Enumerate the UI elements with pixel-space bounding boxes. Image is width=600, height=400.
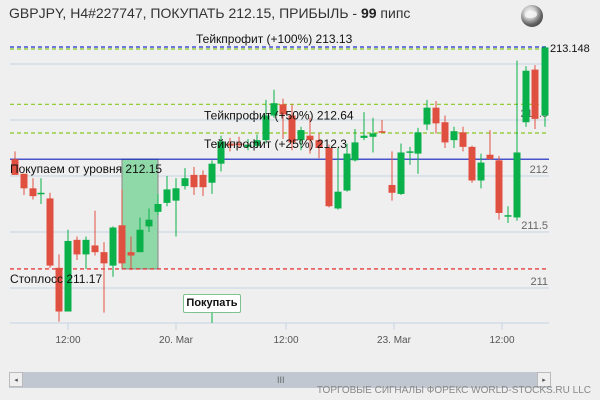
y-tick-label: 211.5 — [521, 220, 548, 232]
x-tick-label: 23. Mar — [377, 335, 412, 346]
candle-body — [172, 188, 180, 201]
footer-credit: ТОРГОВЫЕ СИГНАЛЫ ФОРЕКС WORLD-STOCKS.RU … — [316, 385, 591, 396]
candle-body — [378, 131, 386, 133]
candle-body — [504, 215, 512, 217]
x-tick-label: 12:00 — [55, 335, 80, 346]
candle-body — [20, 173, 28, 189]
title-unit: пипс — [376, 5, 411, 21]
candle-body — [253, 140, 261, 146]
scroll-right-button[interactable]: ▸ — [537, 372, 551, 387]
title-text: GBPJPY, H4#227747, ПОКУПАТЬ 212.15, ПРИБ… — [9, 5, 361, 21]
x-tick-label: 12:00 — [489, 335, 514, 346]
level-label-take-profit-100: Тейкпрофит (+100%) 213.13 — [196, 32, 353, 46]
y-tick-label: 212 — [530, 164, 548, 176]
candle-body — [334, 191, 342, 209]
candle-body — [343, 153, 351, 191]
level-label-take-profit-25: Тейкпрофит (+25%) 212.3 — [204, 137, 347, 151]
candle-body — [441, 122, 449, 143]
candle-body — [414, 132, 422, 154]
candle-body — [270, 103, 278, 116]
candle-body — [459, 132, 467, 147]
last-price-label: 213.148 — [550, 43, 590, 55]
candle-body — [406, 151, 414, 153]
candle-body — [145, 219, 153, 227]
buy-signal-marker[interactable]: Покупать — [183, 294, 241, 313]
candle-body — [513, 152, 521, 218]
candle-body — [297, 130, 305, 141]
candle-body — [190, 174, 198, 188]
candle-body — [91, 245, 99, 253]
candle-body — [541, 47, 549, 116]
candle-body — [468, 146, 476, 181]
candle-body — [244, 144, 252, 147]
candle-body — [279, 104, 287, 115]
y-tick-label: 211 — [530, 276, 548, 288]
candle-body — [217, 141, 225, 164]
candle-body — [522, 70, 530, 123]
candle-body — [29, 188, 37, 197]
candle-body — [325, 148, 333, 207]
candle-body — [199, 174, 207, 188]
candle-body — [11, 159, 19, 175]
candle-body — [73, 239, 81, 255]
candle-body — [118, 225, 126, 264]
candle-body — [109, 227, 117, 266]
candle-body — [360, 135, 368, 138]
candle-body — [55, 267, 63, 312]
candle-body — [369, 133, 377, 137]
candle-body — [100, 252, 108, 264]
candle-body — [64, 240, 72, 312]
candle-body — [495, 160, 503, 213]
level-label-stop-loss: Стоплосс 211.17 — [10, 272, 102, 286]
level-label-take-profit-50: Тейкпрофит (+50%) 212.64 — [204, 108, 354, 122]
candle-body — [351, 142, 359, 161]
level-label-entry: Покупаем от уровня 212.15 — [10, 162, 162, 176]
candle-body — [423, 107, 431, 125]
candle-body — [486, 154, 494, 160]
candle-body — [288, 115, 296, 143]
candle-body — [477, 162, 485, 181]
candle-body — [37, 192, 45, 195]
candle-body — [154, 204, 162, 212]
candle-body — [388, 184, 396, 193]
candle-body — [46, 198, 54, 266]
candle-body — [397, 152, 405, 194]
candle-body — [226, 143, 234, 146]
candle-body — [163, 189, 171, 203]
candle-body — [82, 239, 90, 255]
x-tick-label: 20. Mar — [159, 335, 194, 346]
candle-body — [262, 115, 270, 141]
candle-body — [450, 131, 458, 141]
x-tick-label: 12:00 — [273, 335, 298, 346]
candle-body — [235, 143, 243, 146]
horizontal-scrollbar[interactable]: ◂ III ▸ — [9, 372, 551, 388]
candle-body — [136, 229, 144, 253]
candle-body — [208, 163, 216, 183]
candle-body — [127, 252, 135, 256]
globe-icon[interactable] — [521, 5, 543, 27]
candle-body — [306, 135, 314, 141]
candle-body — [315, 140, 323, 148]
candle-body — [432, 107, 440, 124]
profit-pips: 99 — [360, 5, 377, 21]
scroll-left-button[interactable]: ◂ — [9, 372, 23, 387]
candle-body — [181, 178, 189, 187]
candle-body — [531, 69, 539, 119]
scrollbar-grip[interactable]: III — [277, 375, 285, 385]
chart-title: GBPJPY, H4#227747, ПОКУПАТЬ 212.15, ПРИБ… — [9, 5, 410, 21]
